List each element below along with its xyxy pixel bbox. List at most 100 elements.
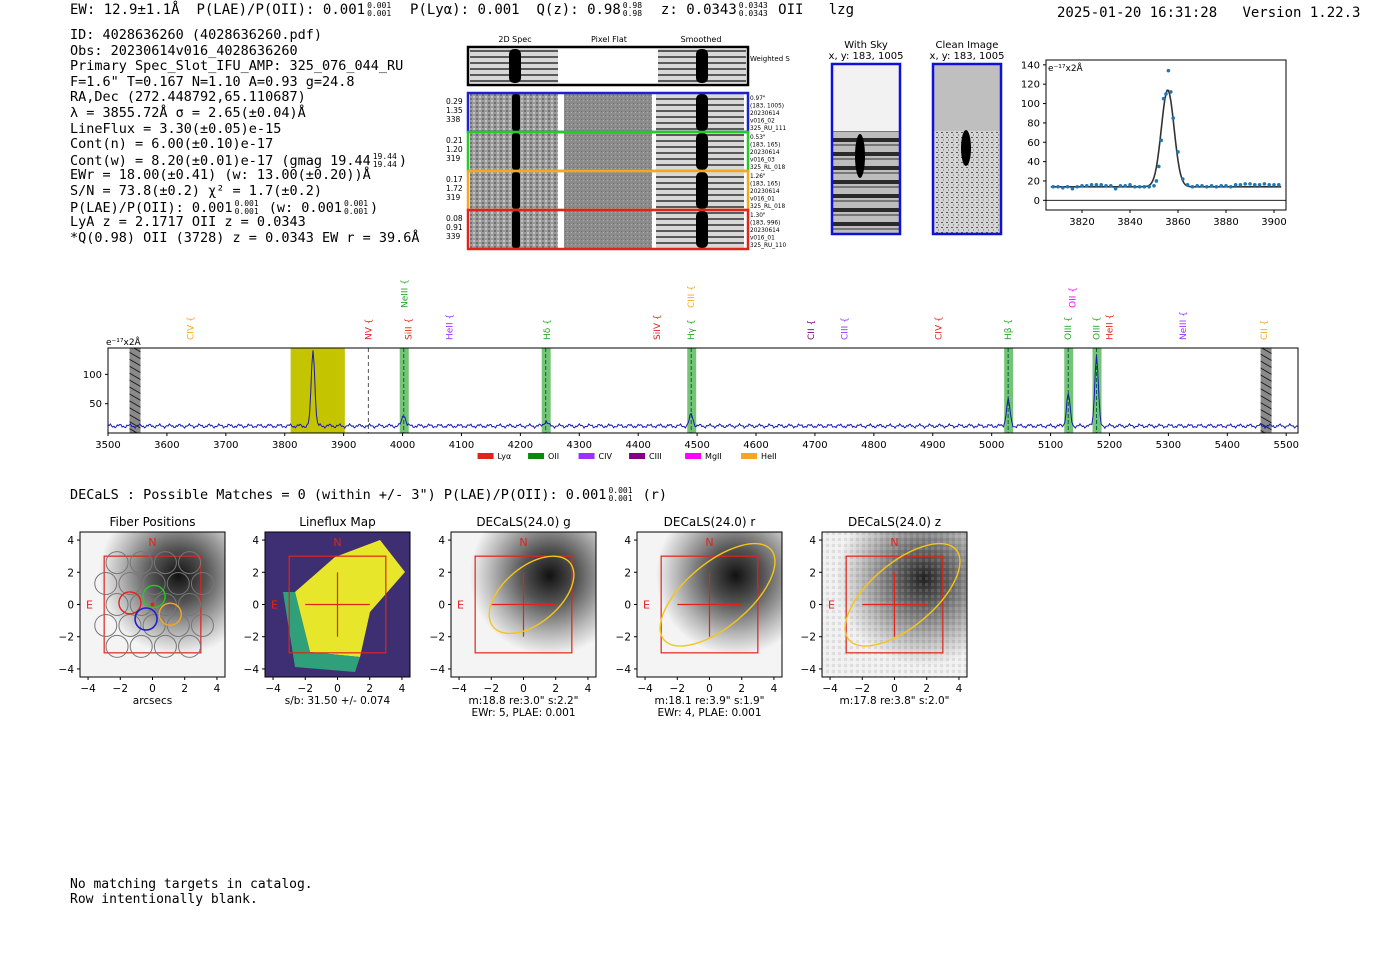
panel-ytick-label: 2 <box>67 567 74 579</box>
info-obs: Obs: 20230614v016_4028636260 <box>70 42 298 59</box>
panel-caption: arcsecs <box>133 695 172 707</box>
zoom-data-point <box>1176 150 1180 154</box>
panel-ytick-label: 0 <box>252 600 259 612</box>
spectral-line-label: HeII { <box>1105 314 1115 340</box>
weighted-sum-row: Weighted Sum <box>466 45 790 87</box>
line-label-text: NeIII { <box>1179 311 1189 340</box>
cutout-smoothed-trace <box>696 133 708 170</box>
panel-xtick-label: 4 <box>399 683 406 695</box>
panel-ytick-label: 0 <box>67 600 74 612</box>
cutout-info: 20230614 <box>750 111 780 117</box>
spectrum-line <box>107 350 1299 430</box>
version: Version 1.22.3 <box>1242 5 1361 21</box>
zoom-data-point <box>1142 184 1147 189</box>
plae-hi: 0.001 <box>367 1 392 10</box>
zoom-ytick-label: 60 <box>1027 138 1040 149</box>
info-lineflux: LineFlux = 3.30(±0.05)e-15 <box>70 120 282 137</box>
panel-title: Lineflux Map <box>299 515 375 529</box>
spec-xtick-label: 3700 <box>213 440 238 451</box>
panel-ytick-label: −4 <box>59 664 75 676</box>
info-q: *Q(0.98) OII (3728) z = 0.0343 EW r = 39… <box>70 229 420 246</box>
spec-xtick-label: 4200 <box>508 440 533 451</box>
line-label-text: Hδ { <box>543 319 553 340</box>
zoom-data-point <box>1277 183 1281 187</box>
zoom-data-point <box>1243 182 1247 186</box>
cutout-info: 325_RL_018 <box>750 165 785 171</box>
z-lo: 0.0343 <box>738 9 768 18</box>
north-label: N <box>705 536 713 549</box>
cutout-stat: 0.91 <box>446 223 463 232</box>
panel-caption: m:17.8 re:3.8" s:2.0" <box>840 695 950 707</box>
cutout-smoothed-trace <box>696 172 708 209</box>
panel-xtick-label: −4 <box>822 683 838 695</box>
fiber-red <box>118 591 142 615</box>
panel-xtick-label: 0 <box>520 683 527 695</box>
panel-xtick-label: −2 <box>855 683 870 695</box>
spec-xtick-label: 4100 <box>449 440 474 451</box>
zoom-xtick-label: 3880 <box>1213 217 1238 228</box>
panel-title: DECaLS(24.0) g <box>476 515 570 529</box>
z-value: 0.0343 <box>686 2 737 18</box>
line-label-text: NeIII { <box>400 279 410 308</box>
cutout-info: (183, 1005) <box>750 104 784 110</box>
zoom-data-point <box>1224 184 1228 188</box>
hatched-band <box>129 348 141 433</box>
info-fit: F=1.6" T=0.167 N=1.10 A=0.93 g=24.8 <box>70 73 355 90</box>
panel-xtick-label: 0 <box>706 683 713 695</box>
panel-ytick-label: −4 <box>801 664 817 676</box>
zoom-data-point <box>1262 182 1267 186</box>
plae-end: ) <box>370 199 379 216</box>
panel-ytick-label: 4 <box>438 535 445 547</box>
spec-ytick-label: 100 <box>83 370 102 381</box>
line-band <box>1064 348 1074 433</box>
qz-label: Q(z): <box>536 2 579 18</box>
zoom-data-point <box>1128 183 1132 187</box>
spec-xtick-label: 3900 <box>331 440 356 451</box>
cutout-info: 1.26" <box>750 174 766 180</box>
zoom-data-point <box>1214 184 1219 189</box>
legend-swatch <box>685 453 702 459</box>
panel-xtick-label: −4 <box>637 683 653 695</box>
zoom-data-point <box>1185 183 1190 187</box>
zoom-data-point <box>1065 184 1070 189</box>
panel-xtick-label: 4 <box>585 683 592 695</box>
cutout-stat: 0.21 <box>446 136 463 145</box>
zoom-data-point <box>1147 184 1151 189</box>
cutout-info: (183, 165) <box>750 143 780 149</box>
panel-xtick-label: −2 <box>298 683 313 695</box>
line-label-text: CII { <box>807 320 817 340</box>
zoom-xtick-label: 3860 <box>1165 217 1190 228</box>
panel-xtick-label: 2 <box>923 683 930 695</box>
footer-line-1: No matching targets in catalog. <box>70 877 313 892</box>
panel-xtick-label: −2 <box>113 683 128 695</box>
cutout-pixelflat <box>564 211 652 248</box>
zoom-data-point <box>1164 92 1168 96</box>
cutout-row-frame <box>466 208 750 251</box>
fiber-circle <box>178 593 202 616</box>
sky-panels: With Sky x, y: 183, 1005 Clean Image x, … <box>829 40 1004 236</box>
info-contw: Cont(w) = 8.20(±0.01)e-17 (gmag 19.44 19.… <box>70 152 420 168</box>
cutout-info: v016_01 <box>750 197 775 203</box>
panel-xtick-label: 2 <box>552 683 559 695</box>
fiber-center <box>150 602 155 607</box>
plae-value: 0.001 <box>322 2 366 18</box>
spectral-line-label: CIV { <box>935 316 945 340</box>
search-box <box>660 555 759 654</box>
zoom-data-point <box>1209 184 1214 188</box>
spec-xtick-label: 3600 <box>154 440 179 451</box>
panel-xtick-label: 4 <box>214 683 221 695</box>
panel-caption: EWr: 4, PLAE: 0.001 <box>657 707 761 719</box>
info-radec: RA,Dec (272.448792,65.110687) <box>70 89 306 106</box>
spectral-line-label: OII { <box>1068 287 1078 308</box>
with-sky-title: With Sky <box>844 40 888 51</box>
plae-label: P(LAE)/P(OII): <box>196 2 315 18</box>
spec-ylabel: e⁻¹⁷x2Å <box>106 336 142 348</box>
plae-w-lo: 0.001 <box>343 206 369 216</box>
catalog-footer: No matching targets in catalog. Row inten… <box>70 877 313 907</box>
zoom-ytick-label: 80 <box>1027 118 1040 129</box>
search-box <box>288 555 387 654</box>
decals-text: DECaLS : Possible Matches = 0 (within +/… <box>70 487 607 503</box>
ew-value: 12.9±1.1Å <box>103 2 180 18</box>
cutout-info: v016_01 <box>750 236 775 242</box>
line-label-text: SiII { <box>404 318 414 340</box>
